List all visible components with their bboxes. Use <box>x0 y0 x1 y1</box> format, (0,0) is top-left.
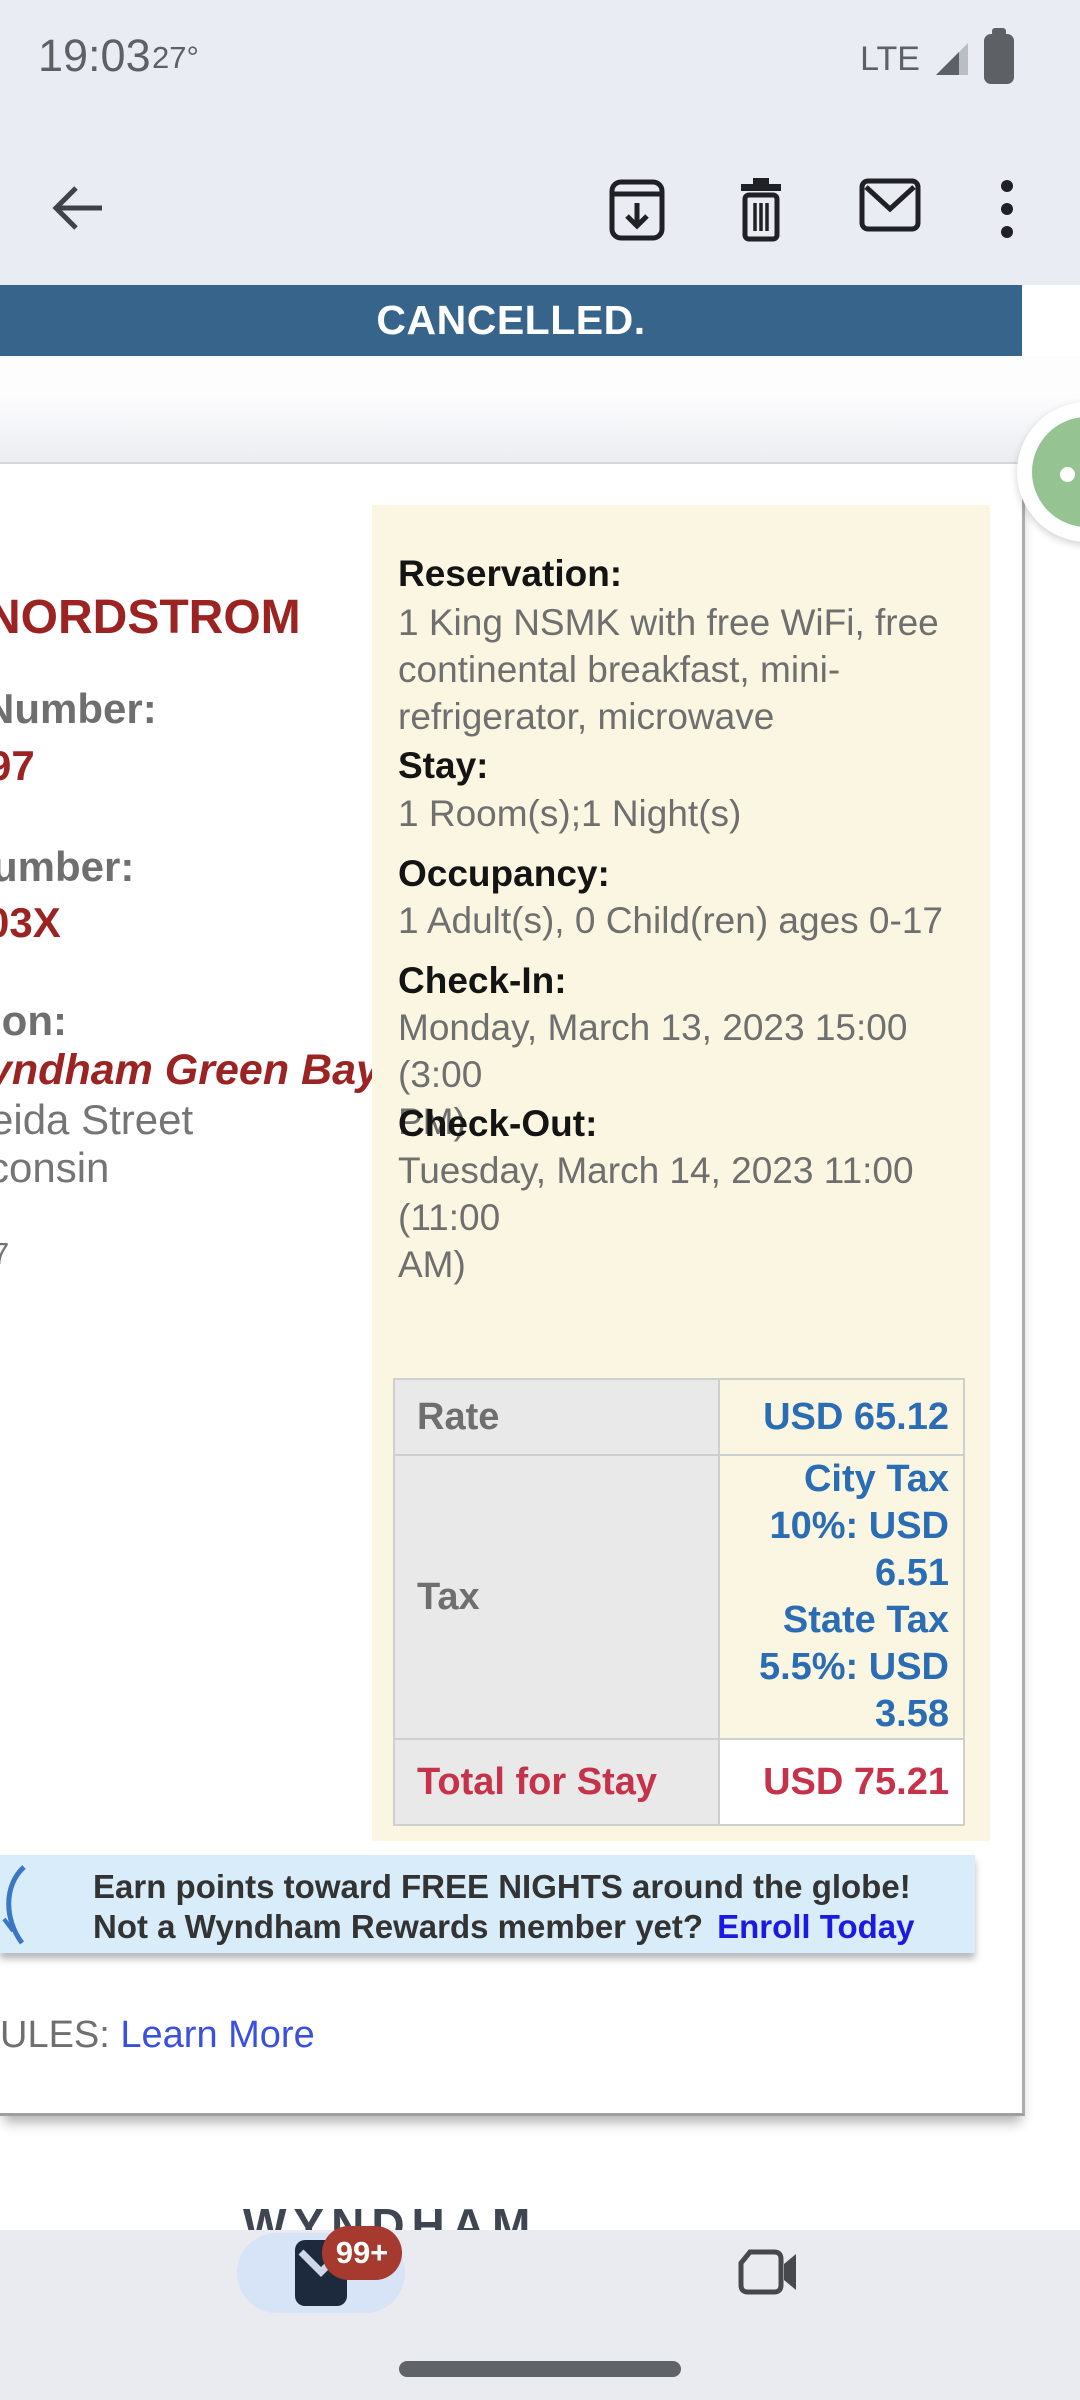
checkin-label: Check-In: <box>398 960 567 1001</box>
cancellation-number-value-truncated: 03X <box>0 899 61 946</box>
confirmation-number-value-truncated: 97 <box>0 742 35 789</box>
rate-label: Rate <box>393 1378 720 1456</box>
rules-prefix-truncated: ULES: <box>0 2014 110 2056</box>
address-street-truncated: eida Street <box>0 1096 194 1143</box>
floating-bubble[interactable] <box>1017 402 1080 542</box>
network-type-label: LTE <box>860 39 920 78</box>
reservation-details-box: Reservation: 1 King NSMK with free WiFi,… <box>372 505 990 1841</box>
occupancy-text: 1 Adult(s), 0 Child(ren) ages 0-17 <box>398 900 943 941</box>
app-chrome: 19:03 27° LTE <box>0 0 1080 285</box>
cancelled-banner: CANCELLED. <box>0 285 1022 356</box>
mark-unread-icon[interactable] <box>859 178 921 232</box>
tax-value: City Tax 10%: USD 6.51 State Tax 5.5%: U… <box>718 1454 965 1740</box>
status-temperature: 27° <box>152 40 199 75</box>
bubble-dot <box>1060 467 1075 482</box>
delete-icon[interactable] <box>734 178 788 242</box>
email-body-card: NORDSTROM Number: 97 umber: 03X ion: ynd… <box>0 466 1025 2116</box>
confirmation-number-label-truncated: Number: <box>0 685 157 732</box>
battery-icon <box>984 28 1014 84</box>
rate-table: Rate USD 65.12 Tax City Tax 10%: USD 6.5… <box>393 1378 965 1826</box>
signal-icon <box>936 43 968 75</box>
camcorder-icon[interactable] <box>736 2247 798 2297</box>
rewards-text: Earn points toward FREE NIGHTS around th… <box>93 1867 914 1947</box>
address-state-truncated: consin <box>0 1144 110 1191</box>
stay-text: 1 Room(s);1 Night(s) <box>398 793 742 834</box>
table-row: Rate USD 65.12 <box>393 1378 965 1456</box>
wyndham-rewards-logo-fragment <box>2 1865 26 1945</box>
reservation-label: Reservation: <box>398 553 623 594</box>
rules-line: ULES: Learn More <box>0 2014 315 2057</box>
header-band <box>0 356 1080 464</box>
occupancy-label: Occupancy: <box>398 853 610 894</box>
gesture-navigation-bar[interactable] <box>399 2361 681 2377</box>
rewards-line1: Earn points toward FREE NIGHTS around th… <box>93 1868 911 1905</box>
rewards-banner: Earn points toward FREE NIGHTS around th… <box>0 1855 975 1953</box>
screen-bubble-icon <box>1032 417 1080 527</box>
stay-label: Stay: <box>398 745 489 786</box>
hotel-name-truncated: NORDSTROM <box>0 591 301 644</box>
cancellation-number-label-truncated: umber: <box>0 843 135 890</box>
cancelled-banner-text: CANCELLED. <box>376 297 646 343</box>
status-icons: LTE <box>860 28 1014 84</box>
phone-digit-truncated: 7 <box>0 1236 10 1271</box>
rewards-line2: Not a Wyndham Rewards member yet? Enroll … <box>93 1908 915 1945</box>
email-app-shortcut[interactable]: 99+ <box>237 2226 405 2313</box>
more-options-icon[interactable] <box>1000 178 1014 242</box>
checkout-text: Tuesday, March 14, 2023 11:00 (11:00 AM) <box>398 1150 914 1285</box>
enroll-today-link[interactable]: Enroll Today <box>717 1908 915 1945</box>
table-row: Tax City Tax 10%: USD 6.51 State Tax 5.5… <box>393 1454 965 1740</box>
bottom-taskbar: 99+ <box>0 2226 1080 2400</box>
tax-label: Tax <box>393 1454 720 1740</box>
property-name-truncated: yndham Green Bay <box>0 1046 380 1094</box>
table-row: Total for Stay USD 75.21 <box>393 1738 965 1826</box>
learn-more-link[interactable]: Learn More <box>120 2014 315 2056</box>
unread-count-badge: 99+ <box>322 2226 402 2280</box>
back-button[interactable] <box>48 178 108 238</box>
archive-icon[interactable] <box>607 178 667 242</box>
total-value: USD 75.21 <box>718 1738 965 1826</box>
location-label-truncated: ion: <box>0 997 67 1044</box>
rate-value: USD 65.12 <box>718 1378 965 1456</box>
total-label: Total for Stay <box>393 1738 720 1826</box>
reservation-text: 1 King NSMK with free WiFi, free contine… <box>398 602 939 737</box>
checkout-label: Check-Out: <box>398 1103 598 1144</box>
checkin-text: Monday, March 13, 2023 15:00 (3:00 PM) <box>398 1007 908 1142</box>
status-time: 19:03 <box>38 30 151 81</box>
